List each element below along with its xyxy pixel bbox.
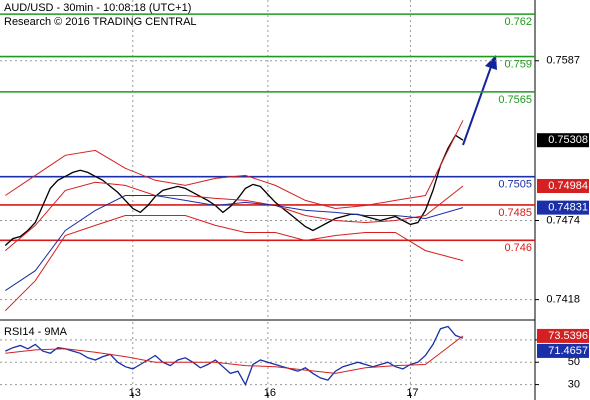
y-tick-label: 0.7587 bbox=[546, 55, 580, 67]
last-value-label: 73.5396 bbox=[548, 330, 588, 342]
last-value-label: 71.4657 bbox=[548, 345, 588, 357]
rsi-title: RSI14 - 9MA bbox=[4, 326, 68, 338]
last-value-box bbox=[537, 200, 589, 215]
last-value-box bbox=[537, 133, 589, 148]
level-label: 0.7565 bbox=[498, 94, 532, 106]
arrow-head bbox=[485, 55, 497, 70]
level-label: 0.746 bbox=[504, 242, 532, 254]
chart-title: AUD/USD - 30min - 10:08:18 (UTC+1) bbox=[4, 2, 191, 14]
y-tick-label: 0.7474 bbox=[546, 214, 580, 226]
last-value-box bbox=[537, 328, 589, 343]
series-line bbox=[4, 181, 464, 251]
y-tick-label: 0.7418 bbox=[546, 294, 580, 306]
x-tick-label: 17 bbox=[406, 387, 418, 399]
last-value-box bbox=[537, 178, 589, 193]
series-line bbox=[5, 335, 464, 374]
last-value-label: 0.74984 bbox=[548, 180, 588, 192]
level-label: 0.7505 bbox=[498, 179, 532, 191]
y-tick-label: 50 bbox=[568, 356, 580, 368]
series-line bbox=[5, 120, 464, 210]
series-line bbox=[4, 215, 464, 312]
last-value-label: 0.75308 bbox=[548, 134, 588, 146]
projection-arrow bbox=[462, 63, 493, 146]
level-label: 0.7485 bbox=[498, 207, 532, 219]
chart-subtitle: Research © 2016 TRADING CENTRAL bbox=[4, 16, 197, 28]
last-value-label: 0.74831 bbox=[548, 202, 588, 214]
series-line bbox=[5, 195, 464, 292]
y-tick-label: 30 bbox=[568, 378, 580, 390]
level-label: 0.759 bbox=[504, 58, 532, 70]
level-label: 0.762 bbox=[504, 16, 532, 28]
series-line bbox=[4, 134, 464, 246]
x-tick-label: 16 bbox=[264, 387, 276, 399]
last-value-box bbox=[537, 343, 589, 358]
x-tick-label: 13 bbox=[129, 387, 141, 399]
series-line bbox=[5, 325, 464, 387]
